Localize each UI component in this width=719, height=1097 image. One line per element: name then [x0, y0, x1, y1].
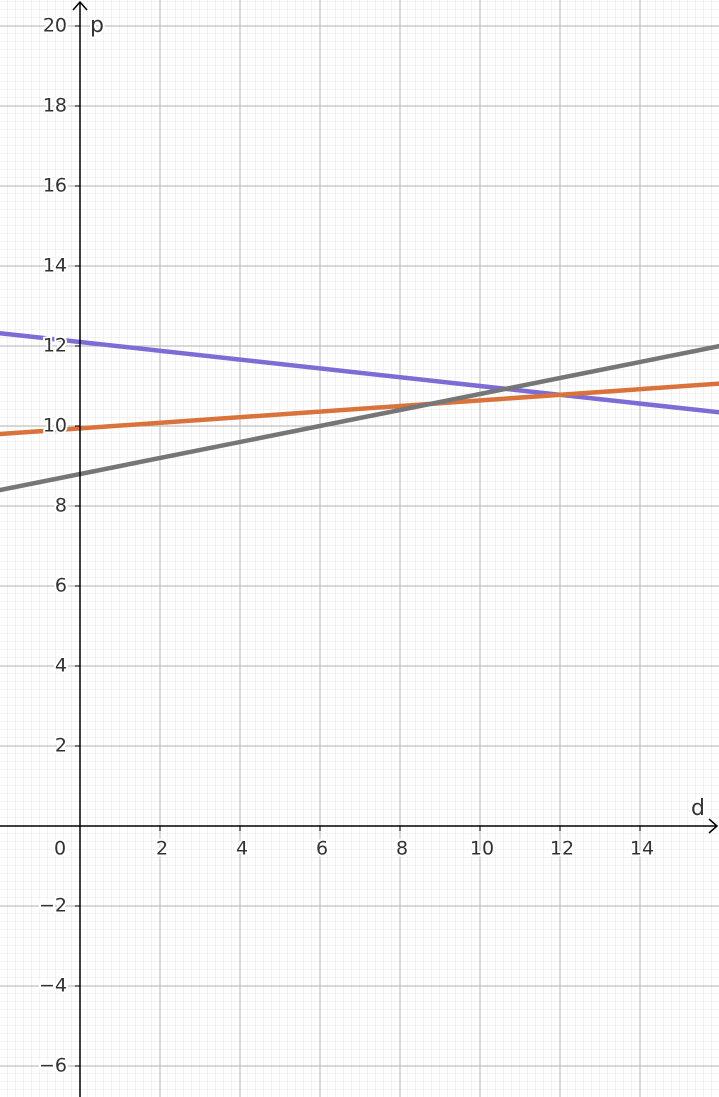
y-tick-label: 2 [55, 735, 67, 757]
line [0, 381, 719, 437]
y-tick-label: 4 [55, 655, 67, 677]
y-tick-label: 18 [43, 95, 67, 117]
x-tick-label: 10 [470, 838, 494, 860]
lines [0, 330, 719, 493]
x-tick-label: 12 [550, 838, 574, 860]
x-tick-label: 0 [54, 838, 66, 860]
y-arrow [72, 0, 88, 11]
y-tick-label: −2 [39, 895, 67, 917]
x-axis-label: d [691, 796, 705, 821]
line [0, 330, 719, 415]
y-tick-label: 20 [43, 15, 67, 37]
y-tick-label: 16 [43, 175, 67, 197]
y-tick-label: −4 [39, 975, 67, 997]
x-arrow [708, 818, 719, 834]
labels: 0 2 4 6 8 10 12 14 −6 −4 −2 2 4 6 8 10 12 14 16 18 20 d p [37, 11, 707, 1079]
y-tick-label: 14 [43, 255, 67, 277]
x-tick-label: 4 [236, 838, 248, 860]
y-tick-label: 8 [55, 495, 67, 517]
x-tick-label: 14 [630, 838, 654, 860]
y-tick-label: −6 [39, 1055, 67, 1077]
x-tick-label: 8 [396, 838, 408, 860]
line [0, 343, 719, 493]
y-tick-label: 6 [55, 575, 67, 597]
x-tick-label: 2 [156, 838, 168, 860]
y-axis-label: p [90, 13, 104, 38]
y-tick-label: 10 [43, 415, 67, 437]
y-tick-label: 12 [43, 335, 67, 357]
x-tick-label: 6 [316, 838, 328, 860]
